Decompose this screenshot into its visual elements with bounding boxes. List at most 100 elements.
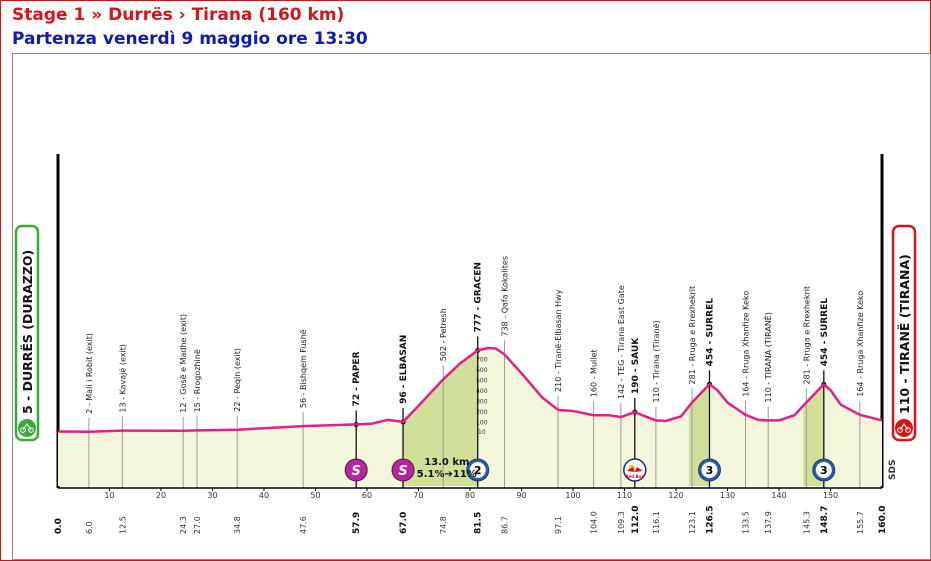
waypoint-km-label: 47.6 bbox=[299, 516, 308, 534]
waypoint-km-label: 97.1 bbox=[554, 516, 563, 534]
elevation-scale-label: 100 bbox=[476, 420, 488, 427]
profile-chart-box: 10 100 200 300 400 500 600 700 2 - Mali i Robit … bbox=[12, 53, 931, 560]
sprint-icon-label: S bbox=[351, 464, 360, 479]
waypoint-label: 738 - Qafa Kokalites bbox=[501, 256, 510, 337]
profile-line bbox=[57, 346, 883, 434]
start-town-label: 5 - DURRËS (DURAZZO) bbox=[20, 250, 35, 414]
redbull-icon bbox=[623, 458, 647, 482]
waypoint-label: 110 - TIRANA (TIRANË) bbox=[763, 312, 773, 402]
redbull-bulls bbox=[626, 467, 643, 472]
waypoint-label: 96 - ELBASAN bbox=[399, 335, 409, 404]
kom-inner bbox=[469, 462, 486, 478]
elevation-scale-label: 300 bbox=[476, 399, 488, 406]
waypoint-label: 454 - SURREL bbox=[820, 298, 830, 367]
x-tick-label: 20 bbox=[156, 491, 166, 500]
waypoint-label: 210 - Tiranë-Elbasan Hwy bbox=[554, 289, 563, 392]
redbull-label: Red Bull bbox=[625, 474, 644, 479]
waypoint-label: 281 - Rruga e Rrexhekrit bbox=[802, 286, 811, 385]
waypoint-km-label: 116.1 bbox=[652, 511, 661, 534]
x-tick-label: 10 bbox=[104, 491, 114, 500]
kom-category-label: 3 bbox=[706, 464, 714, 477]
climb-shade-1 bbox=[403, 350, 478, 486]
x-tick-label: 40 bbox=[259, 491, 269, 500]
waypoint-km-label: 123.1 bbox=[688, 511, 697, 534]
elevation-scale-label: 700 bbox=[476, 357, 488, 364]
waypoint-km-label: 160.0 bbox=[878, 506, 888, 534]
waypoint-label: 164 - Rruga Xhanfize Keko bbox=[742, 291, 751, 397]
x-tick-label: 110 bbox=[617, 491, 632, 500]
waypoint-km-label: 86.7 bbox=[501, 516, 510, 534]
sds-logo: SDS bbox=[888, 460, 898, 480]
waypoint-km-label: 27.0 bbox=[193, 516, 202, 534]
waypoint-label: 22 - Peqin (exit) bbox=[233, 348, 242, 412]
waypoint-km-label: 109.3 bbox=[617, 511, 626, 534]
start-cyclist-wheel bbox=[20, 427, 26, 433]
stage-start-time: Partenza venerdì 9 maggio ore 13:30 bbox=[12, 29, 368, 49]
stage-title: Stage 1 » Durrës › Tirana (160 km) bbox=[12, 5, 345, 25]
finish-town-label: 110 - TIRANË (TIRANA) bbox=[897, 254, 912, 414]
elevation-profile-chart: 10 100 200 300 400 500 600 700 2 - Mali i Robit … bbox=[14, 154, 917, 534]
waypoint-km-label: 112.0 bbox=[631, 506, 641, 534]
start-town-box bbox=[14, 224, 40, 442]
x-tick-label: 120 bbox=[668, 491, 683, 500]
waypoint-km-label: 0.0 bbox=[54, 518, 64, 534]
waypoint-label: 164 - Rruga Xhanfize Keko bbox=[856, 291, 865, 397]
waypoint-km-label: 74.8 bbox=[439, 516, 448, 534]
waypoint-label: 777 - GRACEN bbox=[474, 262, 484, 332]
waypoint-label: 13 - Kavajë (exit) bbox=[118, 344, 127, 413]
waypoint-label: 142 - TEG - Tirana East Gate bbox=[617, 285, 626, 399]
waypoint-km-label: 81.5 bbox=[474, 512, 484, 534]
waypoint-km-label: 67.0 bbox=[399, 512, 409, 534]
sprint-icon bbox=[391, 458, 415, 482]
waypoint-km-label: 133.5 bbox=[742, 511, 751, 534]
finish-town-box bbox=[891, 224, 917, 442]
x-tick-label: 80 bbox=[465, 491, 475, 500]
waypoint-km-label: 145.3 bbox=[802, 511, 811, 534]
elevation-scale-label: 400 bbox=[476, 388, 488, 395]
waypoint-label: 2 - Mali i Robit (exit) bbox=[85, 333, 94, 414]
x-tick-label: 150 bbox=[823, 491, 838, 500]
finish-cyclist-icon bbox=[895, 419, 913, 437]
waypoint-label: 110 - Tirana (Tiranë) bbox=[652, 320, 661, 402]
waypoint-label: 454 - SURREL bbox=[705, 298, 715, 367]
start-cyclist-frame bbox=[22, 423, 32, 431]
x-tick-label: 140 bbox=[771, 491, 786, 500]
waypoint-label: 15 - Rrogozhinë bbox=[193, 349, 202, 412]
waypoint-km-label: 137.9 bbox=[764, 511, 773, 534]
x-tick-label: 130 bbox=[720, 491, 735, 500]
waypoint-km-label: 126.5 bbox=[705, 506, 715, 534]
waypoint-label: 56 - Bishqem Fushë bbox=[299, 329, 308, 408]
waypoint-km-label: 12.5 bbox=[118, 516, 127, 534]
waypoint-label: 12 - Gosë e Madhe (exit) bbox=[179, 314, 188, 413]
kom-category-label: 2 bbox=[474, 464, 482, 477]
waypoint-label: 72 - PAPER bbox=[352, 351, 362, 406]
elevation-scale-label: 200 bbox=[476, 409, 488, 416]
x-tick-label: 50 bbox=[310, 491, 320, 500]
finish-cyclist-frame bbox=[899, 423, 909, 431]
x-tick-label: 70 bbox=[413, 491, 423, 500]
sprint-icon bbox=[344, 458, 368, 482]
elevation-scale-label: 10 bbox=[478, 429, 486, 436]
waypoint-km-label: 155.7 bbox=[856, 511, 865, 534]
finish-cyclist-wheel bbox=[905, 427, 911, 433]
kom-inner bbox=[815, 462, 832, 478]
waypoint-km-label: 104.0 bbox=[590, 511, 599, 534]
waypoint-km-label: 148.7 bbox=[820, 506, 830, 534]
x-tick-label: 60 bbox=[362, 491, 372, 500]
elevation-scale-label: 500 bbox=[476, 378, 488, 385]
x-tick-label: 30 bbox=[207, 491, 217, 500]
kom-inner bbox=[701, 462, 718, 478]
waypoint-label: 502 - Petresh bbox=[439, 308, 448, 361]
waypoint-label: 190 - SAUK bbox=[631, 337, 641, 394]
start-cyclist-wheel bbox=[28, 427, 34, 433]
start-cyclist-icon bbox=[18, 419, 36, 437]
waypoint-label: 160 - Mullet bbox=[590, 349, 599, 397]
climb-gradient: 5.1%➔11% bbox=[417, 469, 477, 480]
waypoint-km-label: 57.9 bbox=[352, 512, 362, 534]
finish-cyclist-wheel bbox=[897, 427, 903, 433]
sprint-icon-label: S bbox=[398, 464, 407, 479]
kom-category-label: 3 bbox=[820, 464, 828, 477]
climb-distance: 13.0 km bbox=[424, 457, 469, 468]
waypoint-km-label: 24.3 bbox=[179, 516, 188, 534]
elevation-scale-label: 600 bbox=[476, 367, 488, 374]
